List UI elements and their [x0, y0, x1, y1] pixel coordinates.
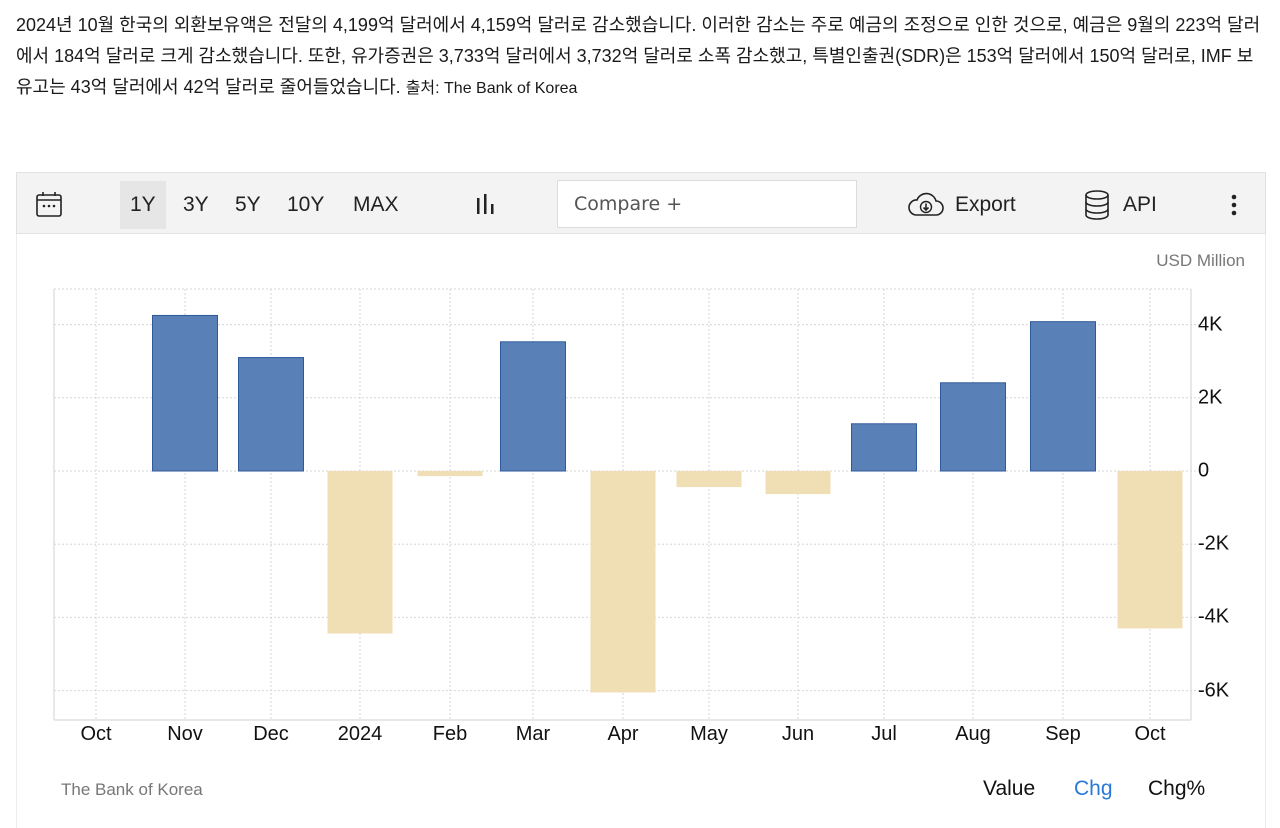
- y-tick-label: 2K: [1198, 386, 1223, 409]
- x-tick-label: Aug: [955, 723, 991, 745]
- bar-chart: [53, 288, 1205, 721]
- range-max-button[interactable]: MAX: [353, 193, 399, 216]
- x-tick-label: Jun: [781, 723, 815, 745]
- summary-text: 2024년 10월 한국의 외환보유액은 전달의 4,199억 달러에서 4,1…: [16, 15, 1261, 97]
- summary-paragraph: 2024년 10월 한국의 외환보유액은 전달의 4,199억 달러에서 4,1…: [16, 10, 1268, 104]
- chart-toolbar: 1Y 3Y 5Y 10Y MAX Compare + Export API: [16, 172, 1266, 234]
- mode-value-button[interactable]: Value: [983, 777, 1036, 800]
- y-tick-label: -4K: [1198, 605, 1230, 628]
- api-label: API: [1123, 193, 1157, 216]
- more-vertical-icon[interactable]: [1222, 187, 1246, 223]
- x-tick-label: Nov: [167, 723, 203, 745]
- x-tick-label: Oct: [1134, 723, 1166, 745]
- bar-apr-6[interactable]: [590, 471, 656, 693]
- bar-oct-12[interactable]: [1117, 471, 1183, 629]
- y-tick-label: -2K: [1198, 532, 1230, 555]
- y-tick-label: 0: [1198, 459, 1210, 482]
- bar-feb-4[interactable]: [417, 471, 483, 477]
- bar-may-7[interactable]: [676, 471, 742, 488]
- x-tick-label: Apr: [607, 723, 639, 745]
- x-tick-label: Sep: [1045, 723, 1081, 745]
- api-button[interactable]: API: [1083, 183, 1157, 227]
- bar-sep-11[interactable]: [1030, 321, 1096, 472]
- summary-source: 출처: The Bank of Korea: [405, 80, 578, 97]
- mode-chg-button[interactable]: Chg: [1074, 777, 1113, 800]
- bar-nov-1[interactable]: [152, 314, 218, 472]
- y-tick-label: 4K: [1198, 313, 1223, 336]
- export-button[interactable]: Export: [907, 183, 1016, 227]
- calendar-icon[interactable]: [35, 190, 63, 218]
- range-1y-button[interactable]: 1Y: [120, 181, 166, 229]
- x-tick-label: Oct: [80, 723, 112, 745]
- x-tick-label: 2024: [337, 723, 383, 745]
- database-icon: [1085, 190, 1109, 220]
- chart-source: The Bank of Korea: [61, 780, 203, 799]
- bar-2024-3[interactable]: [327, 471, 393, 634]
- chart-panel: USD Million 4K 2K 0 -2K -4K -6K Oct Nov Dec 2024…: [16, 234, 1266, 828]
- export-label: Export: [955, 193, 1016, 216]
- x-tick-label: Dec: [253, 723, 289, 745]
- bar-mar-5[interactable]: [500, 341, 566, 472]
- x-tick-label: May: [690, 723, 728, 745]
- x-tick-label: Mar: [515, 723, 551, 745]
- bar-aug-10[interactable]: [940, 382, 1006, 472]
- compare-input[interactable]: Compare +: [557, 180, 857, 228]
- bar-chart-icon[interactable]: [472, 190, 498, 218]
- range-5y-button[interactable]: 5Y: [235, 193, 261, 216]
- unit-label: USD Million: [1156, 251, 1245, 270]
- bar-jul-9[interactable]: [851, 423, 917, 472]
- cloud-download-icon: [908, 192, 944, 216]
- y-tick-label: -6K: [1198, 679, 1230, 702]
- range-10y-button[interactable]: 10Y: [287, 193, 325, 216]
- plot-area[interactable]: [53, 288, 1205, 721]
- range-3y-button[interactable]: 3Y: [183, 193, 209, 216]
- mode-chg-pct-button[interactable]: Chg%: [1148, 777, 1206, 800]
- bar-dec-2[interactable]: [238, 357, 304, 472]
- x-tick-label: Jul: [871, 723, 897, 745]
- bar-jun-8[interactable]: [765, 471, 831, 495]
- x-tick-label: Feb: [432, 723, 468, 745]
